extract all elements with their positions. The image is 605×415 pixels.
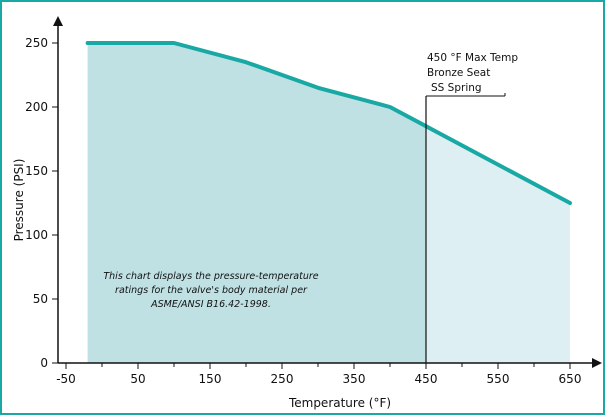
- y-tick-label: 0: [40, 356, 48, 370]
- x-tick-label: 250: [271, 372, 294, 386]
- y-tick-label: 150: [25, 164, 48, 178]
- area-fill-above-max-temp: [426, 126, 570, 363]
- y-tick-label: 250: [25, 36, 48, 50]
- callout-line: Bronze Seat: [427, 67, 490, 79]
- x-tick-label: -50: [56, 372, 76, 386]
- y-tick-label: 100: [25, 228, 48, 242]
- callout-line: SS Spring: [431, 82, 482, 94]
- x-tick-label: 350: [343, 372, 366, 386]
- y-tick-label: 200: [25, 100, 48, 114]
- max-temp-callout: 450 °F Max Temp Bronze Seat SS Spring: [425, 52, 518, 363]
- y-axis-title: Pressure (PSI): [12, 159, 26, 242]
- x-ticks: -50 50 150 250 350 450 550 650: [56, 363, 581, 386]
- x-tick-label: 50: [130, 372, 145, 386]
- area-fill-below-max-temp: [87, 43, 426, 363]
- y-axis-arrow: [53, 16, 63, 26]
- note-line: ASME/ANSI B16.42-1998.: [150, 299, 271, 310]
- y-ticks: 0 50 100 150 200 250: [25, 36, 58, 370]
- x-axis-title: Temperature (°F): [288, 396, 391, 410]
- x-axis-arrow: [592, 358, 602, 368]
- callout-line: 450 °F Max Temp: [427, 52, 518, 64]
- x-tick-label: 650: [559, 372, 582, 386]
- x-tick-label: 550: [487, 372, 510, 386]
- note-line: ratings for the valve's body material pe…: [115, 285, 308, 296]
- y-tick-label: 50: [33, 292, 48, 306]
- x-tick-label: 450: [415, 372, 438, 386]
- x-tick-label: 150: [199, 372, 222, 386]
- axes: [53, 16, 602, 368]
- note-text: This chart displays the pressure-tempera…: [103, 271, 318, 310]
- note-line: This chart displays the pressure-tempera…: [103, 271, 318, 282]
